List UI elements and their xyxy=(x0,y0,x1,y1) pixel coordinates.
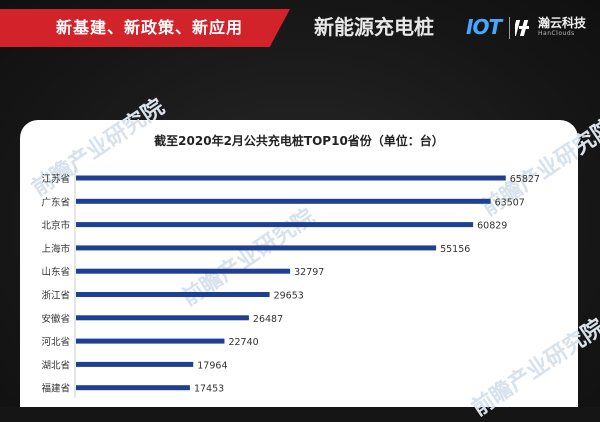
category-label: 安徽省 xyxy=(41,313,70,325)
banner-text: 新基建、新政策、新应用 xyxy=(56,18,244,37)
header-banner: 新基建、新政策、新应用 xyxy=(0,9,290,47)
data-label: 22740 xyxy=(228,337,258,348)
bar xyxy=(76,222,474,228)
hanclouds-logo-icon xyxy=(515,20,529,36)
data-label: 63507 xyxy=(495,197,525,208)
brand-divider xyxy=(509,17,510,39)
data-label: 29653 xyxy=(274,291,304,302)
category-label: 山东省 xyxy=(41,266,70,278)
data-label: 17453 xyxy=(194,384,224,395)
category-label: 湖北省 xyxy=(41,359,70,371)
bar xyxy=(76,292,270,297)
category-label: 河北省 xyxy=(41,336,70,348)
bar xyxy=(76,175,506,181)
category-label: 广东省 xyxy=(41,196,70,208)
category-label: 江苏省 xyxy=(41,173,70,185)
data-label: 60829 xyxy=(477,221,507,232)
bar xyxy=(76,245,437,251)
brand-title: 新能源充电桩 xyxy=(314,15,434,39)
data-label: 26487 xyxy=(253,314,283,325)
data-label: 32797 xyxy=(294,267,324,278)
bar-chart: 江苏省 65827 广东省 63507 北京市 60829 上海市 55156 山东省 32797… xyxy=(41,166,540,398)
bar xyxy=(76,198,491,204)
chart-card: 前瞻产业研究院 前瞻产业研究院 前瞻产业研究院 前瞻产业研究院 截至2020年2… xyxy=(20,95,600,421)
company-name: 瀚云科技 xyxy=(538,16,587,30)
category-label: 上海市 xyxy=(41,243,70,255)
data-label: 55156 xyxy=(440,244,470,255)
category-label: 浙江省 xyxy=(41,290,70,302)
chart-title: 截至2020年2月公共充电桩TOP10省份（单位：台） xyxy=(154,134,444,148)
bar xyxy=(76,315,249,321)
bar xyxy=(76,361,194,367)
category-label: 北京市 xyxy=(41,220,70,232)
data-label: 17964 xyxy=(197,360,227,371)
data-label: 65827 xyxy=(510,174,540,185)
company-en-name: HanClouds xyxy=(538,30,575,37)
bar xyxy=(76,385,190,391)
category-label: 福建省 xyxy=(41,383,70,395)
iot-logo: IOT xyxy=(466,15,502,39)
bar xyxy=(76,268,291,274)
bar xyxy=(76,338,225,344)
